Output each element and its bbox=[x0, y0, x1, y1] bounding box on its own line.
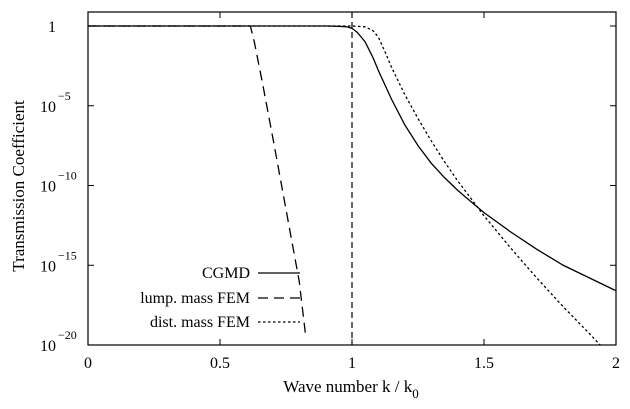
x-tick-label-1: 0.5 bbox=[210, 355, 230, 372]
legend-label-1: lump. mass FEM bbox=[140, 290, 250, 307]
y-tick-label-4: 10 bbox=[40, 338, 56, 355]
legend-label-2: dist. mass FEM bbox=[150, 314, 250, 331]
y-tick-label-0: 1 bbox=[48, 19, 56, 36]
y-tick-exponent-4: −20 bbox=[58, 328, 77, 342]
legend-label-0: CGMD bbox=[202, 265, 250, 282]
x-tick-label-2: 1 bbox=[348, 355, 356, 372]
y-tick-label-1: 10 bbox=[40, 99, 56, 116]
y-tick-exponent-3: −15 bbox=[58, 248, 77, 262]
y-tick-exponent-2: −10 bbox=[58, 169, 77, 183]
series-line-2 bbox=[88, 25, 601, 345]
x-tick-label-0: 0 bbox=[84, 355, 92, 372]
y-tick-label-2: 10 bbox=[40, 179, 56, 196]
y-axis-label: Transmission Coefficient bbox=[9, 100, 28, 272]
x-tick-label-3: 1.5 bbox=[474, 355, 494, 372]
y-tick-exponent-1: −5 bbox=[58, 89, 71, 103]
x-tick-label-4: 2 bbox=[612, 355, 620, 372]
y-tick-label-3: 10 bbox=[40, 258, 56, 275]
x-axis-label: Wave number k / k0 bbox=[283, 377, 418, 401]
